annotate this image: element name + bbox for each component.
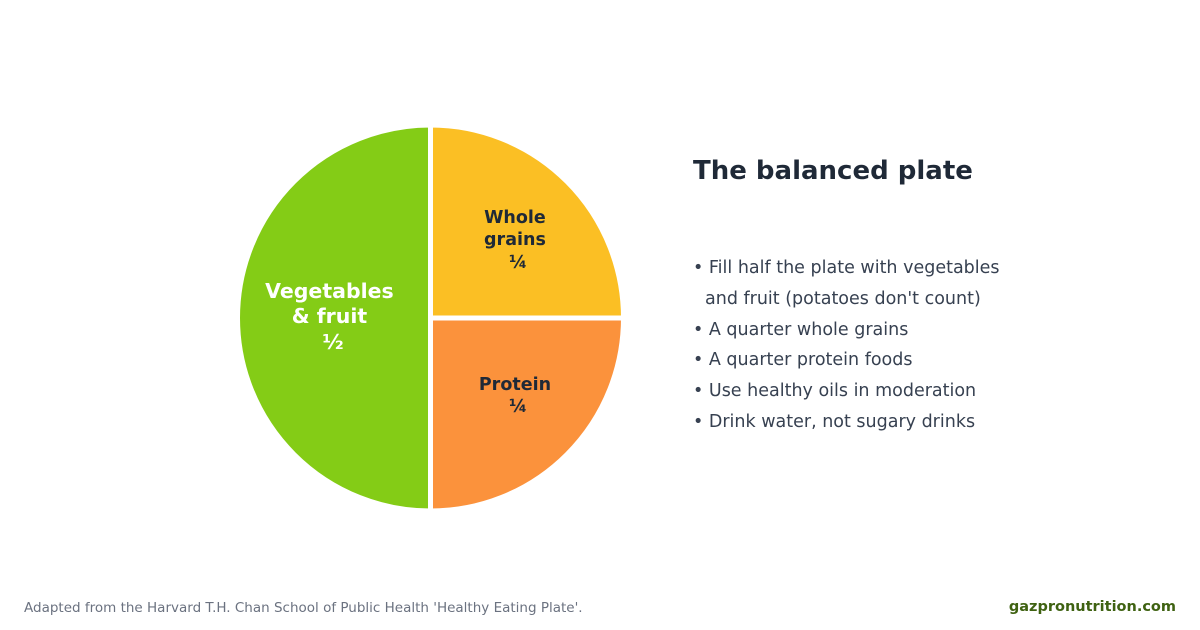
list-item: • Use healthy oils in moderation — [693, 381, 977, 402]
slice-fraction-whole-grains: ¼ — [509, 253, 527, 273]
slice-fraction-vegetables-fruit: ½ — [322, 330, 343, 354]
slice-label-vegetables-fruit-line2: & fruit — [292, 304, 368, 328]
list-item: • A quarter protein foods — [693, 350, 913, 371]
panel-title: The balanced plate — [693, 156, 973, 186]
brand-link[interactable]: gazpronutrition.com — [1008, 599, 1176, 615]
slice-label-protein-line1: Protein — [479, 375, 551, 395]
guidance-list: • Fill half the plate with vegetables an… — [693, 253, 1000, 438]
slice-label-whole-grains-line1: Whole — [484, 208, 546, 228]
slice-label-whole-grains: Whole grains ¼ — [484, 208, 552, 273]
slice-fraction-protein: ¼ — [509, 397, 527, 417]
slice-label-protein: Protein ¼ — [479, 375, 557, 417]
slice-whole-grains — [428, 122, 627, 321]
slice-label-whole-grains-line2: grains — [484, 230, 546, 250]
list-item: • Drink water, not sugary drinks — [693, 411, 976, 432]
source-note: Adapted from the Harvard T.H. Chan Schoo… — [24, 600, 583, 616]
list-item: • A quarter whole grains — [693, 319, 909, 340]
slice-label-vegetables-fruit-line1: Vegetables — [265, 279, 394, 303]
slice-label-vegetables-fruit: Vegetables & fruit ½ — [265, 279, 401, 354]
slice-protein — [428, 315, 627, 514]
list-item: • Fill half the plate with vegetables — [693, 258, 1000, 278]
list-item: and fruit (potatoes don't count) — [705, 288, 981, 309]
slice-vegetables-fruit — [235, 122, 433, 514]
